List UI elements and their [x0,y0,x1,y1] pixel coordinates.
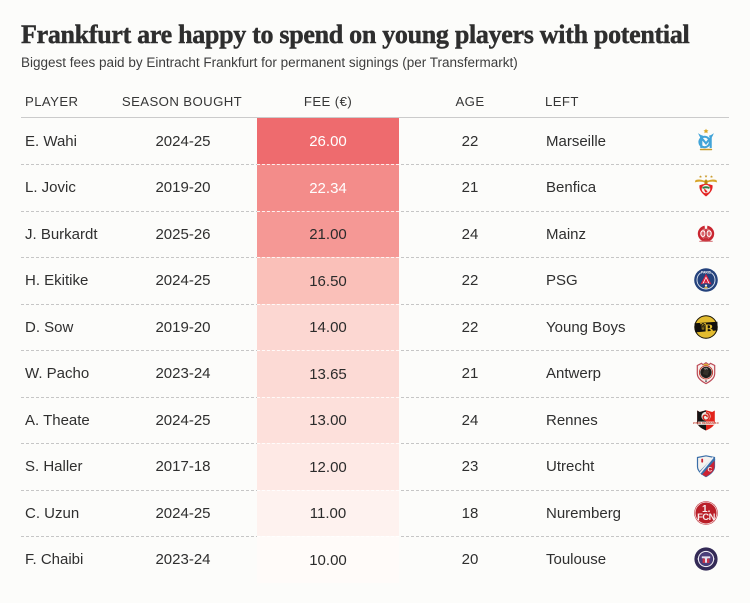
svg-text:B: B [704,321,713,336]
svg-text:PARIS: PARIS [701,271,712,275]
svg-text:1.: 1. [702,504,711,515]
svg-text:FCN: FCN [697,511,715,522]
svg-text:STADE RENNAIS F.C.: STADE RENNAIS F.C. [693,421,719,425]
svg-text:C: C [707,467,712,474]
